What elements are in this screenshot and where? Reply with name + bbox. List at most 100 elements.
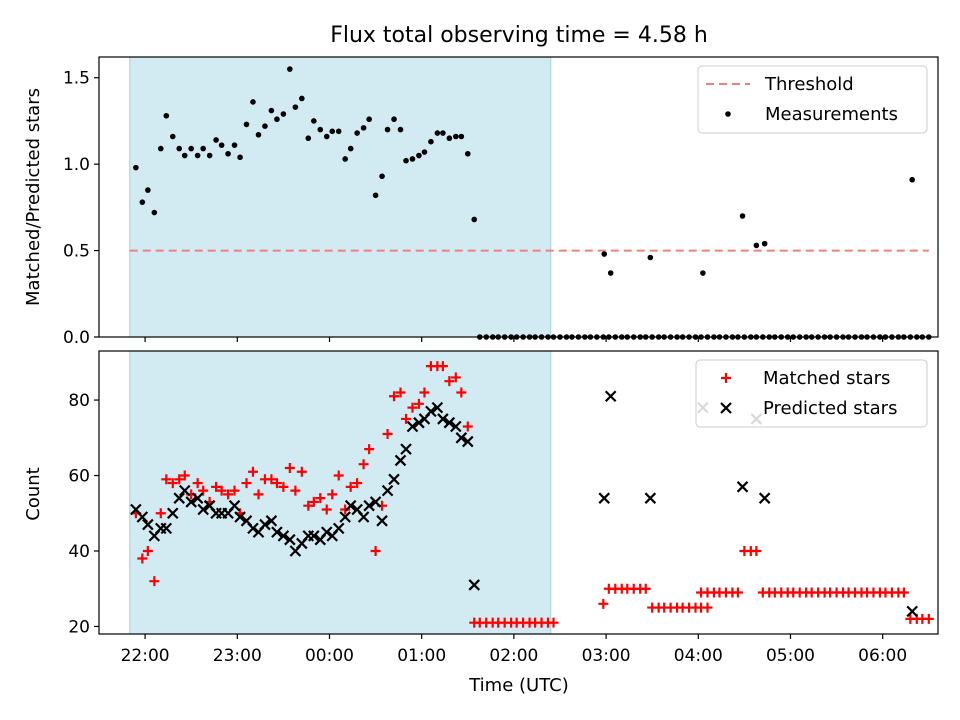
measurement-point [262, 123, 268, 129]
predicted-star-point [247, 522, 259, 535]
matched-star-point [303, 500, 314, 511]
matched-star-point [216, 485, 227, 496]
matched-star-point [401, 413, 412, 424]
matched-star-point [898, 587, 909, 598]
measurement-point [287, 66, 293, 72]
matched-star-point [266, 474, 277, 485]
chart-title: Flux total observing time = 4.58 h [330, 23, 708, 48]
predicted-star-point [259, 518, 271, 531]
predicted-star-point [271, 526, 283, 538]
predicted-star-point [344, 499, 357, 512]
matched-star-point [456, 387, 467, 398]
measurement-point [700, 270, 706, 276]
matched-star-point [923, 613, 934, 624]
measurement-point [213, 137, 219, 143]
predicted-star-point [178, 484, 191, 497]
matched-star-point [407, 402, 418, 413]
predicted-star-point [369, 496, 382, 508]
matched-star-point [395, 387, 406, 398]
measurement-point [416, 152, 422, 159]
x-tick-label: 05:00 [766, 646, 815, 666]
matched-star-point [352, 478, 363, 489]
measurement-point [299, 95, 305, 102]
matched-star-point [751, 545, 762, 556]
y-tick-label: 40 [68, 542, 90, 562]
matched-star-point [598, 598, 609, 609]
matched-star-point [315, 493, 326, 504]
matched-star-point [389, 391, 400, 402]
x-tick-label: 00:00 [305, 646, 354, 666]
y-tick-label: 0.5 [63, 242, 90, 262]
measurement-point [194, 152, 201, 159]
matched-star-point [340, 504, 351, 515]
measurement-point [607, 270, 614, 276]
measurement-point [471, 216, 478, 223]
measurement-point [280, 111, 287, 117]
predicted-star-point [142, 518, 154, 531]
predicted-star-point [197, 503, 209, 516]
predicted-star-point [277, 530, 290, 542]
measurement-point [379, 173, 385, 180]
matched-star-point [211, 481, 222, 492]
measurement-point [181, 152, 188, 159]
measurement-point [311, 118, 317, 124]
measurement-point [409, 156, 416, 162]
measurement-point [157, 145, 164, 152]
x-tick-label: 02:00 [489, 646, 538, 666]
predicted-star-point [357, 511, 370, 523]
measurement-point [225, 150, 231, 157]
matched-star-point [327, 489, 338, 500]
measurement-point [151, 209, 158, 216]
matched-star-point [732, 587, 743, 598]
matched-star-point [137, 553, 148, 564]
measurement-point [446, 135, 453, 142]
predicted-star-point [413, 416, 425, 429]
matched-star-point [247, 466, 258, 477]
x-tick-label: 04:00 [674, 646, 723, 666]
matched-star-point [241, 478, 252, 489]
y-tick-label: 1.5 [63, 69, 90, 89]
predicted-star-point [604, 390, 617, 403]
measurement-point [231, 142, 238, 148]
matched-star-point [253, 489, 264, 500]
matched-star-point [296, 466, 307, 477]
predicted-star-point [644, 492, 657, 504]
measurement-point [421, 149, 428, 155]
y-tick-label: 60 [68, 467, 90, 487]
legend-box [697, 65, 928, 134]
matched-star-point [179, 470, 190, 481]
predicted-star-point [308, 530, 320, 542]
y-tick-label: 20 [68, 617, 90, 637]
measurement-point [761, 240, 768, 247]
matched-star-point [167, 478, 178, 489]
matched-star-point [413, 398, 424, 409]
measurement-point [391, 116, 397, 123]
predicted-star-point [906, 605, 918, 618]
measurement-point [133, 164, 139, 171]
measurement-point [139, 199, 146, 205]
matched-star-point [321, 504, 332, 515]
x-tick-label: 06:00 [858, 646, 907, 666]
matched-star-point [358, 459, 369, 470]
matched-star-point [382, 429, 393, 440]
predicted-star-point [468, 579, 481, 591]
measurement-point [188, 145, 194, 152]
predicted-star-point [425, 405, 437, 418]
legend-label: Matched stars [763, 368, 890, 389]
matched-star-point [161, 474, 172, 485]
legend-measurement-swatch [725, 111, 731, 117]
matched-star-point [640, 583, 651, 594]
measurement-point [397, 126, 404, 133]
measurement-point [317, 126, 324, 133]
flux-ratio-panel: 0.0 0.5 1.0 1.5 Threshold Measurements [63, 56, 939, 348]
x-tick-label: 22:00 [121, 646, 170, 666]
predicted-star-point [598, 492, 611, 504]
measurement-point [347, 145, 354, 152]
measurement-point [206, 152, 213, 159]
measurement-point [909, 176, 915, 183]
observing-window-shade [129, 350, 552, 635]
measurement-point [255, 131, 262, 138]
predicted-star-point [388, 473, 400, 486]
measurement-point [753, 242, 760, 249]
legend-predicted-swatch [720, 402, 732, 414]
